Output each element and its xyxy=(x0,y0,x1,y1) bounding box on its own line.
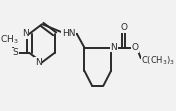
Text: N: N xyxy=(22,29,29,38)
Text: CH$_3$: CH$_3$ xyxy=(0,34,19,46)
Text: S: S xyxy=(12,48,18,57)
Text: N: N xyxy=(35,58,42,67)
Text: O: O xyxy=(121,23,128,32)
Text: N: N xyxy=(110,43,117,52)
Text: C(CH$_3$)$_3$: C(CH$_3$)$_3$ xyxy=(142,54,175,66)
Text: O: O xyxy=(132,43,139,52)
Text: HN: HN xyxy=(62,29,75,38)
